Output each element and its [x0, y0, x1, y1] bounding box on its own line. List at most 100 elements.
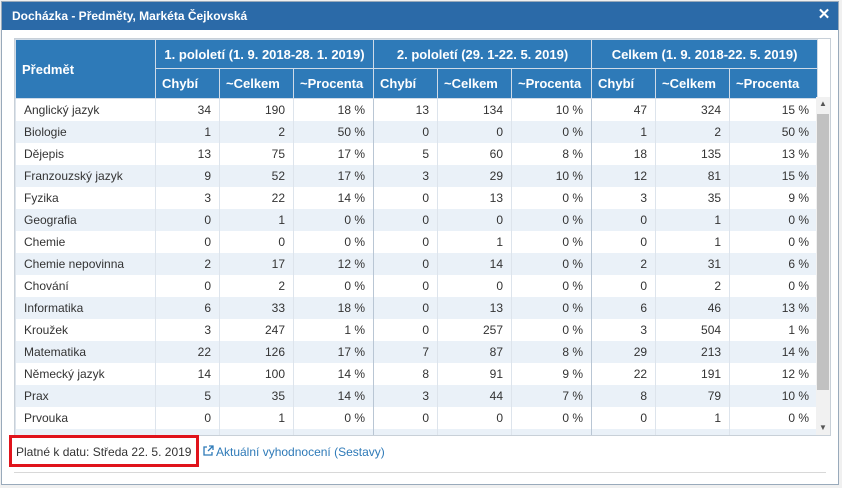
value-cell: 0 %	[511, 406, 593, 429]
value-cell: 8	[373, 362, 439, 385]
value-cell: 6 %	[729, 252, 819, 275]
value-cell: 0	[373, 274, 439, 297]
value-cell: 7	[373, 340, 439, 363]
value-cell: 191	[655, 362, 731, 385]
value-cell: 0	[373, 230, 439, 253]
value-cell: 0	[373, 252, 439, 275]
value-cell: 126	[219, 340, 294, 363]
value-cell: 5	[373, 142, 439, 165]
value-cell: 0 %	[511, 208, 593, 231]
value-cell: 31	[655, 428, 731, 435]
value-cell: 0 %	[511, 120, 593, 143]
value-cell: 12	[591, 164, 657, 187]
subheader-5[interactable]: ~Procenta	[511, 68, 593, 99]
value-cell: 17 %	[292, 142, 375, 165]
value-cell: 13	[373, 98, 439, 121]
table-row[interactable]: Geografia 0 1 0 % 0 0 0 % 0 1 0 %	[15, 208, 819, 231]
report-link[interactable]: Aktuální vyhodnocení (Sestavy)	[202, 445, 385, 459]
subheader-2[interactable]: ~Procenta	[292, 68, 375, 99]
value-cell: 14	[155, 362, 220, 385]
report-link-label: Aktuální vyhodnocení (Sestavy)	[216, 445, 385, 459]
value-cell: 3	[591, 186, 657, 209]
value-cell: 14 %	[729, 340, 819, 363]
value-cell: 8 %	[511, 340, 593, 363]
subheader-3[interactable]: Chybí	[373, 68, 439, 99]
value-cell: 135	[655, 142, 731, 165]
value-cell: 0 %	[729, 406, 819, 429]
value-cell: 17	[219, 252, 294, 275]
value-cell: 0	[373, 208, 439, 231]
table-scrollbar[interactable]: ▲ ▼	[816, 97, 830, 435]
table-row[interactable]: Chování 0 2 0 % 0 0 0 % 0 2 0 %	[15, 274, 819, 297]
table-row[interactable]: Německý jazyk 14 100 14 % 8 91 9 % 22 191 12 %	[15, 362, 819, 385]
value-cell: 18 %	[292, 98, 375, 121]
scroll-down-arrow-icon[interactable]: ▼	[819, 423, 827, 432]
value-cell: 18 %	[292, 296, 375, 319]
table-row[interactable]: Dějepis 13 75 17 % 5 60 8 % 18 135 13 %	[15, 142, 819, 165]
value-cell: 0	[591, 230, 657, 253]
subheader-4[interactable]: ~Celkem	[437, 68, 513, 99]
footer-divider	[14, 472, 826, 473]
value-cell: 6	[155, 296, 220, 319]
value-cell: 6	[591, 296, 657, 319]
value-cell: 1	[155, 120, 220, 143]
table-row[interactable]: Franzouzský jazyk 9 52 17 % 3 29 10 % 12 81 15 %	[15, 164, 819, 187]
table-row[interactable]: Anglický jazyk 34 190 18 % 13 134 10 % 47 324 15 …	[15, 98, 819, 121]
table-row[interactable]: Prax 5 35 14 % 3 44 7 % 8 79 10 %	[15, 384, 819, 407]
value-cell: 47	[591, 98, 657, 121]
value-cell: 35	[655, 186, 731, 209]
subject-column-header[interactable]: Předmět	[15, 39, 156, 99]
value-cell: 0 %	[729, 208, 819, 231]
value-cell: 3	[591, 318, 657, 341]
value-cell: 1	[591, 120, 657, 143]
close-icon[interactable]: ✕	[817, 6, 831, 23]
table-row[interactable]: Fyzika 3 22 14 % 0 13 0 % 3 35 9 %	[15, 186, 819, 209]
value-cell: 0	[437, 274, 513, 297]
value-cell: 1	[219, 406, 294, 429]
subheader-0[interactable]: Chybí	[155, 68, 220, 99]
table-row[interactable]: Chemie 0 0 0 % 0 1 0 % 0 1 0 %	[15, 230, 819, 253]
value-cell: 18	[591, 142, 657, 165]
scroll-up-arrow-icon[interactable]: ▲	[819, 99, 827, 108]
value-cell: 324	[655, 98, 731, 121]
value-cell: 3	[373, 164, 439, 187]
value-cell: 1	[655, 406, 731, 429]
subheader-1[interactable]: ~Celkem	[219, 68, 294, 99]
value-cell: 35	[219, 384, 294, 407]
value-cell: 79	[655, 384, 731, 407]
group-header-first-term: 1. pololetí (1. 9. 2018-28. 1. 2019)	[154, 39, 375, 69]
value-cell: 8 %	[511, 142, 593, 165]
table-row[interactable]: Informatika 6 33 18 % 0 13 0 % 6 46 13 %	[15, 296, 819, 319]
value-cell: 3	[155, 186, 220, 209]
attendance-table-container[interactable]: Předmět 1. pololetí (1. 9. 2018-28. 1. 2…	[14, 38, 831, 436]
table-row[interactable]: Prvouka 0 1 0 % 0 0 0 % 0 1 0 %	[15, 406, 819, 429]
table-row[interactable]: Biologie 1 2 50 % 0 0 0 % 1 2 50 %	[15, 120, 819, 143]
value-cell: 1	[655, 230, 731, 253]
table-row[interactable]: Matematika 22 126 17 % 7 87 8 % 29 213 14 %	[15, 340, 819, 363]
subheader-6[interactable]: Chybí	[591, 68, 657, 99]
value-cell: 2	[655, 274, 731, 297]
value-cell: 29	[437, 164, 513, 187]
value-cell: 29	[591, 340, 657, 363]
value-cell: 44	[437, 384, 513, 407]
scroll-thumb[interactable]	[817, 114, 829, 390]
value-cell: 1 %	[292, 318, 375, 341]
table-row[interactable]: Chemie nepovinna 2 17 12 % 0 14 0 % 2 31 6 %	[15, 252, 819, 275]
value-cell: 13	[155, 142, 220, 165]
subheader-7[interactable]: ~Celkem	[655, 68, 731, 99]
external-link-icon	[203, 445, 214, 456]
value-cell: 10 %	[511, 98, 593, 121]
value-cell: 81	[655, 164, 731, 187]
value-cell: 0 %	[292, 274, 375, 297]
subject-cell: Fyzika	[15, 186, 156, 209]
value-cell: 0 %	[729, 230, 819, 253]
table-row[interactable]: Kroužek 3 247 1 % 0 257 0 % 3 504 1 %	[15, 318, 819, 341]
value-cell: 0 %	[511, 252, 593, 275]
subject-cell: Prvouka	[15, 406, 156, 429]
value-cell: 9 %	[511, 362, 593, 385]
subheader-8[interactable]: ~Procenta	[729, 68, 819, 99]
subject-cell: Dějepis	[15, 142, 156, 165]
value-cell: 0 %	[511, 296, 593, 319]
value-cell: 19 %	[729, 428, 819, 435]
